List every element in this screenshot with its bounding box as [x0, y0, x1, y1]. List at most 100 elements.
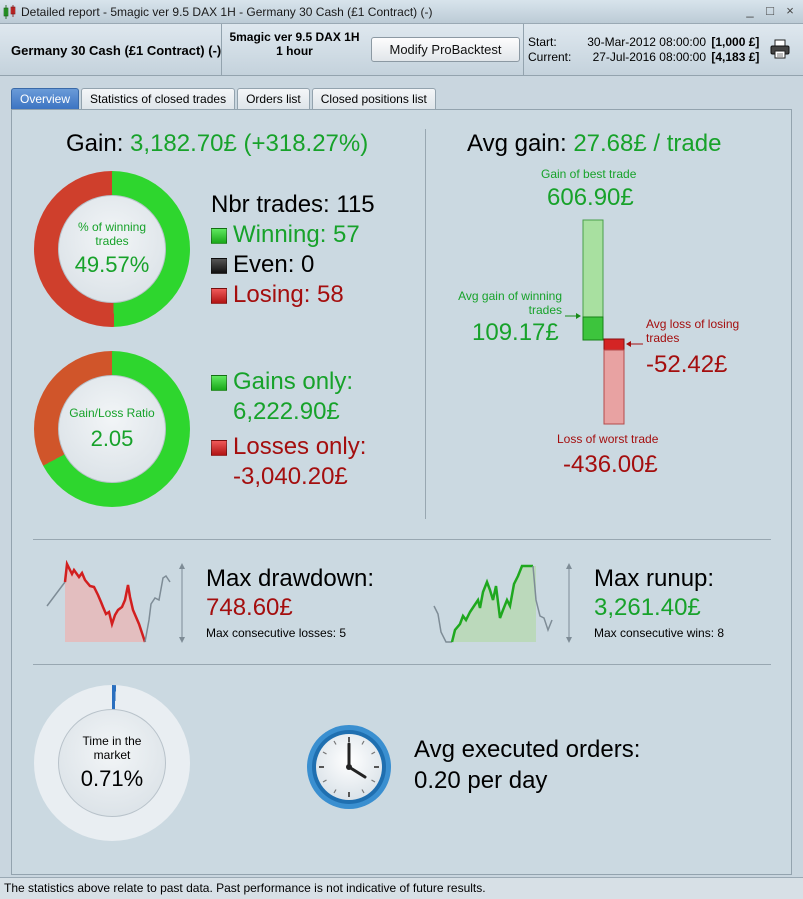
report-header: Germany 30 Cash (£1 Contract) (-) 5magic…	[0, 24, 803, 76]
drawdown-sparkline	[46, 560, 185, 643]
best-trade-value: 606.90£	[547, 184, 634, 211]
avg-win-label-line2: trades	[528, 303, 562, 317]
current-label: Current:	[528, 50, 572, 64]
window-titlebar: Detailed report - 5magic ver 9.5 DAX 1H …	[0, 0, 803, 24]
avg-win-value: 109.17£	[472, 319, 559, 346]
avg-executed-orders-value: 0.20 per day	[414, 767, 548, 794]
gains-only: Gains only:	[211, 368, 353, 396]
start-amount: [1,000 £]	[711, 35, 760, 49]
minimize-button[interactable]: _	[746, 3, 754, 18]
max-runup-title: Max runup:	[594, 565, 715, 592]
clock-icon	[307, 725, 391, 809]
losing-label: Losing: 58	[233, 281, 344, 308]
worst-loss-bar	[603, 349, 625, 425]
nbr-trades: Nbr trades: 115	[211, 191, 375, 218]
tab-closed-positions-list[interactable]: Closed positions list	[311, 88, 436, 110]
avg-loss-label: Avg loss of losing trades	[646, 317, 739, 345]
close-button[interactable]: ×	[786, 3, 794, 18]
ratio-ring-label: Gain/Loss Ratio	[69, 406, 155, 420]
tab-overview[interactable]: Overview	[11, 88, 80, 110]
avg-gain-bar	[582, 316, 604, 341]
market-ring-value: 0.71%	[80, 766, 144, 791]
avg-win-label: Avg gain of winning trades	[448, 289, 562, 317]
red-square-icon	[211, 287, 227, 304]
current-row: Current: 27-Jul-2016 08:00:00 [4,183 £]	[528, 50, 759, 65]
worst-trade-label: Loss of worst trade	[557, 432, 659, 446]
avg-loss-label-line1: Avg loss of losing	[646, 317, 740, 331]
tab-statistics-closed-trades[interactable]: Statistics of closed trades	[81, 88, 236, 110]
overview-panel: Gain: 3,182.70£ (+318.27%) % of winning …	[11, 109, 792, 875]
runup-sparkline	[433, 563, 572, 643]
gain-label: Gain:	[66, 130, 124, 157]
avg-gain-label: Avg gain:	[467, 130, 567, 157]
worst-trade-value: -436.00£	[563, 451, 658, 478]
avg-gain-arrowhead	[576, 313, 581, 319]
gain-value: 3,182.70£ (+318.27%)	[130, 130, 369, 157]
section-divider	[425, 129, 426, 519]
drawdown-line	[63, 560, 147, 643]
avg-gain-summary: Avg gain: 27.68£ / trade	[467, 130, 721, 158]
drawdown-line-before	[46, 581, 66, 607]
max-drawdown-title: Max drawdown:	[206, 565, 375, 592]
drawdown-line-after	[144, 574, 171, 643]
section-divider	[33, 664, 771, 665]
report-tabs: Overview Statistics of closed trades Ord…	[11, 88, 436, 110]
best-trade-label: Gain of best trade	[541, 167, 637, 181]
runup-line-after	[532, 565, 553, 633]
gain-loss-ratio-center: Gain/Loss Ratio 2.05	[58, 375, 166, 483]
gains-only-value: 6,222.90£	[233, 398, 340, 425]
max-runup-value: 3,261.40£	[594, 594, 701, 621]
strategy-name: 5magic ver 9.5 DAX 1H	[229, 30, 360, 44]
maximize-button[interactable]: □	[766, 3, 774, 18]
modify-probacktest-button[interactable]: Modify ProBacktest	[371, 37, 520, 62]
runup-line-before	[433, 605, 452, 643]
losses-only: Losses only:	[211, 433, 366, 461]
ratio-ring-value: 2.05	[90, 426, 134, 451]
start-label: Start:	[528, 35, 557, 49]
disclaimer-status-bar: The statistics above relate to past data…	[0, 877, 803, 899]
runup-area	[452, 566, 536, 642]
losses-only-label: Losses only:	[233, 433, 367, 460]
winning-label: Winning: 57	[233, 221, 360, 248]
current-date: 27-Jul-2016 08:00:00	[592, 50, 706, 64]
losing-count: Losing: 58	[211, 281, 344, 309]
tab-orders-list[interactable]: Orders list	[237, 88, 310, 110]
strategy-timeframe: 1 hour	[276, 44, 313, 58]
printer-icon[interactable]	[769, 38, 791, 60]
avg-executed-orders-title: Avg executed orders:	[414, 736, 641, 763]
current-amount: [4,183 £]	[711, 50, 760, 64]
market-ring-label: Time in the market	[82, 734, 142, 762]
drawdown-area	[65, 564, 145, 642]
even-label: Even: 0	[233, 251, 315, 278]
green-square-icon	[211, 374, 227, 391]
best-gain-bar	[582, 219, 604, 318]
avg-loss-bar	[603, 338, 625, 351]
start-row: Start: 30-Mar-2012 08:00:00 [1,000 £]	[528, 35, 759, 50]
winning-ring-label: % of winning trades	[77, 220, 147, 248]
date-range: Start: 30-Mar-2012 08:00:00 [1,000 £] Cur…	[523, 24, 803, 76]
strategy-info: 5magic ver 9.5 DAX 1H 1 hour	[222, 30, 367, 58]
time-in-market-center: Time in the market 0.71%	[58, 709, 166, 817]
black-square-icon	[211, 257, 227, 274]
candlestick-app-icon	[3, 4, 16, 19]
green-square-icon	[211, 227, 227, 244]
avg-loss-label-line2: trades	[646, 331, 680, 345]
start-date: 30-Mar-2012 08:00:00	[587, 35, 706, 49]
section-divider	[33, 539, 771, 540]
max-consecutive-losses: Max consecutive losses: 5	[206, 626, 347, 640]
avg-gain-value: 27.68£ / trade	[573, 130, 722, 157]
gain-summary: Gain: 3,182.70£ (+318.27%)	[66, 130, 368, 158]
max-consecutive-wins: Max consecutive wins: 8	[594, 626, 725, 640]
red-square-icon	[211, 439, 227, 456]
avg-loss-value: -52.42£	[646, 351, 728, 378]
gains-only-label: Gains only:	[233, 368, 354, 395]
runup-line	[450, 564, 533, 643]
max-drawdown-value: 748.60£	[206, 594, 293, 621]
even-count: Even: 0	[211, 251, 314, 279]
avg-loss-arrowhead	[626, 341, 631, 347]
winning-trades-center: % of winning trades 49.57%	[58, 195, 166, 303]
window-title: Detailed report - 5magic ver 9.5 DAX 1H …	[21, 4, 433, 19]
avg-win-label-line1: Avg gain of winning	[458, 289, 562, 303]
losses-only-value: -3,040.20£	[233, 463, 348, 490]
instrument-name: Germany 30 Cash (£1 Contract) (-)	[0, 24, 222, 76]
